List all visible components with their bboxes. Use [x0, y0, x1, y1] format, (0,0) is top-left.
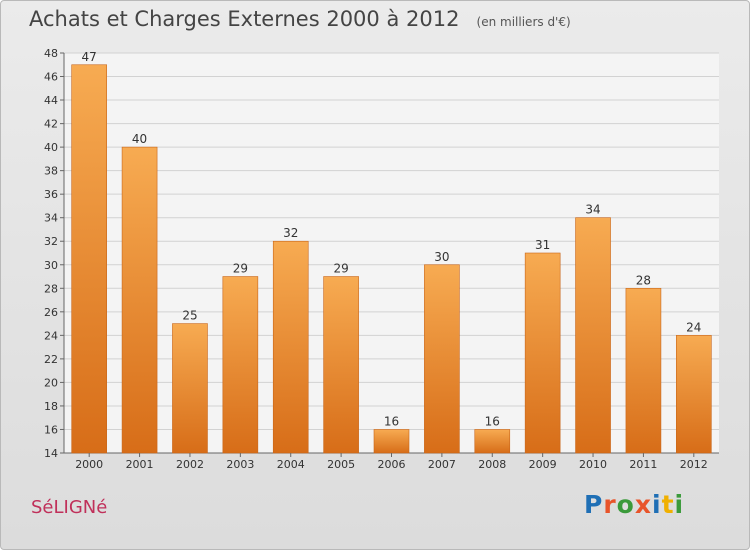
- bar: [222, 276, 259, 454]
- logo-letter: i: [652, 490, 662, 519]
- y-tick-label: 24: [44, 329, 58, 342]
- value-label: 40: [132, 132, 147, 146]
- logo-letter: o: [616, 490, 635, 519]
- value-label: 28: [636, 273, 651, 287]
- value-label: 47: [82, 50, 97, 64]
- y-tick-label: 18: [44, 400, 58, 413]
- logo-letter: r: [603, 490, 617, 519]
- y-tick-label: 16: [44, 423, 58, 436]
- bar: [474, 429, 511, 454]
- y-tick-label: 14: [44, 447, 58, 460]
- value-label: 31: [535, 238, 550, 252]
- bar: [575, 217, 611, 454]
- title-row: Achats et Charges Externes 2000 à 2012 (…: [29, 7, 571, 31]
- x-tick-label: 2004: [277, 458, 305, 471]
- bar: [71, 64, 107, 454]
- y-tick-label: 40: [44, 141, 58, 154]
- x-tick-label: 2005: [327, 458, 355, 471]
- value-label: 29: [333, 262, 348, 276]
- x-tick-label: 2006: [378, 458, 406, 471]
- y-tick-label: 28: [44, 282, 58, 295]
- x-tick-label: 2003: [226, 458, 254, 471]
- x-tick-label: 2007: [428, 458, 456, 471]
- x-tick-label: 2000: [75, 458, 103, 471]
- logo-letter: t: [661, 490, 675, 519]
- value-label: 34: [585, 203, 600, 217]
- value-label: 29: [233, 262, 248, 276]
- x-tick-label: 2010: [579, 458, 607, 471]
- x-tick-label: 2001: [126, 458, 154, 471]
- value-label: 24: [686, 320, 701, 334]
- y-tick-label: 20: [44, 376, 58, 389]
- y-tick-label: 46: [44, 71, 58, 84]
- bar: [424, 264, 460, 454]
- bar: [373, 429, 410, 454]
- y-tick-label: 48: [44, 47, 58, 60]
- x-tick-label: 2002: [176, 458, 204, 471]
- x-tick-label: 2009: [529, 458, 557, 471]
- logo-letter: x: [634, 490, 652, 519]
- value-label: 16: [485, 414, 500, 428]
- x-tick-label: 2008: [478, 458, 506, 471]
- y-tick-label: 36: [44, 188, 58, 201]
- bar: [323, 276, 359, 454]
- commune-name: SéLIGNé: [31, 497, 108, 518]
- bar: [172, 323, 208, 454]
- chart-subtitle: (en milliers d'€): [476, 15, 571, 29]
- value-label: 16: [384, 414, 399, 428]
- y-tick-label: 30: [44, 259, 58, 272]
- bar: [676, 335, 712, 454]
- y-tick-label: 42: [44, 118, 58, 131]
- logo-letter: i: [674, 490, 685, 519]
- value-label: 25: [182, 309, 197, 323]
- x-tick-label: 2011: [629, 458, 657, 471]
- y-tick-label: 38: [44, 165, 58, 178]
- y-tick-label: 26: [44, 306, 58, 319]
- y-tick-label: 22: [44, 353, 58, 366]
- chart-title: Achats et Charges Externes 2000 à 2012: [29, 7, 460, 31]
- y-tick-label: 32: [44, 235, 58, 248]
- x-tick-label: 2012: [680, 458, 708, 471]
- proxiti-logo: Proxiti: [584, 490, 684, 519]
- bar: [625, 287, 662, 454]
- y-tick-label: 34: [44, 212, 58, 225]
- bar: [272, 240, 309, 454]
- value-label: 30: [434, 250, 449, 264]
- y-tick-label: 44: [44, 94, 58, 107]
- plot-area: [64, 53, 719, 453]
- bar: [524, 252, 561, 454]
- value-label: 32: [283, 226, 298, 240]
- logo-letter: P: [584, 490, 604, 519]
- bar: [121, 146, 158, 454]
